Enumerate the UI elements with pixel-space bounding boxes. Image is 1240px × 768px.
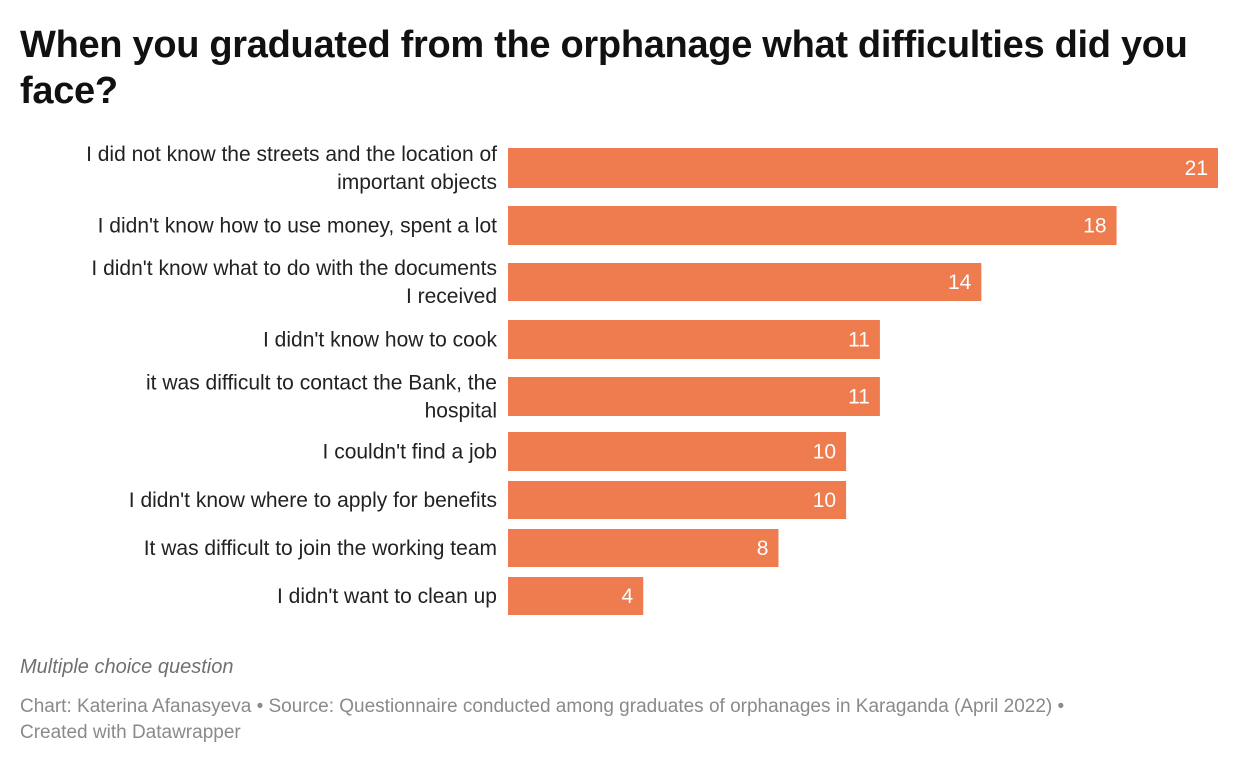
bar-value-label: 10 bbox=[813, 489, 836, 512]
bar-value-label: 8 bbox=[757, 537, 769, 560]
bar-value-label: 10 bbox=[813, 441, 836, 464]
bar-row: 11 I didn't know how to cook bbox=[263, 320, 880, 359]
bar bbox=[508, 263, 982, 301]
bar-chart: 21 I did not know the streets and the loc… bbox=[86, 143, 1218, 615]
bar-row: 4 I didn't want to clean up bbox=[277, 577, 644, 615]
bar-row: 21 I did not know the streets and the loc… bbox=[86, 143, 1218, 194]
chart-footer: Chart: Katerina Afanasyeva • Source: Que… bbox=[20, 694, 1235, 746]
category-label: It was difficult to join the working tea… bbox=[144, 537, 497, 560]
bar bbox=[508, 320, 880, 359]
bar-row: 18 I didn't know how to use money, spent … bbox=[98, 206, 1117, 245]
bar bbox=[508, 577, 644, 615]
bar bbox=[508, 432, 847, 471]
category-label: I didn't know where to apply for benefit… bbox=[129, 489, 497, 512]
bar-row: 11 it was difficult to contact the Bank, … bbox=[146, 372, 880, 423]
bar-row: 10 I didn't know where to apply for benef… bbox=[129, 481, 847, 519]
bar-row: 14 I didn't know what to do with the docu… bbox=[91, 257, 982, 308]
category-label: I didn't know what to do with the docume… bbox=[91, 257, 497, 308]
chart-notes: Multiple choice question bbox=[20, 656, 234, 678]
bar-row: 8 It was difficult to join the working te… bbox=[144, 529, 779, 567]
bar bbox=[508, 377, 880, 416]
bar-value-label: 11 bbox=[848, 329, 870, 352]
footer-source: Chart: Katerina Afanasyeva • Source: Que… bbox=[20, 696, 1065, 717]
category-label: I did not know the streets and the locat… bbox=[86, 143, 497, 194]
bar bbox=[508, 206, 1117, 245]
bar-value-label: 4 bbox=[622, 585, 634, 608]
category-label: I didn't know how to use money, spent a … bbox=[98, 215, 498, 238]
category-label: I didn't know how to cook bbox=[263, 329, 497, 352]
category-label: I couldn't find a job bbox=[323, 441, 497, 464]
bar-value-label: 18 bbox=[1083, 215, 1106, 238]
category-label: it was difficult to contact the Bank, th… bbox=[146, 372, 497, 423]
footer-credit: Created with Datawrapper bbox=[20, 722, 241, 743]
chart-title: When you graduated from the orphanage wh… bbox=[20, 24, 1188, 112]
bar bbox=[508, 148, 1218, 188]
category-label: I didn't want to clean up bbox=[277, 585, 497, 608]
bar bbox=[508, 481, 847, 519]
bar-value-label: 21 bbox=[1185, 157, 1208, 180]
bar-value-label: 14 bbox=[948, 271, 972, 294]
bar bbox=[508, 529, 779, 567]
bar-value-label: 11 bbox=[848, 386, 870, 409]
bar-row: 10 I couldn't find a job bbox=[323, 432, 847, 471]
